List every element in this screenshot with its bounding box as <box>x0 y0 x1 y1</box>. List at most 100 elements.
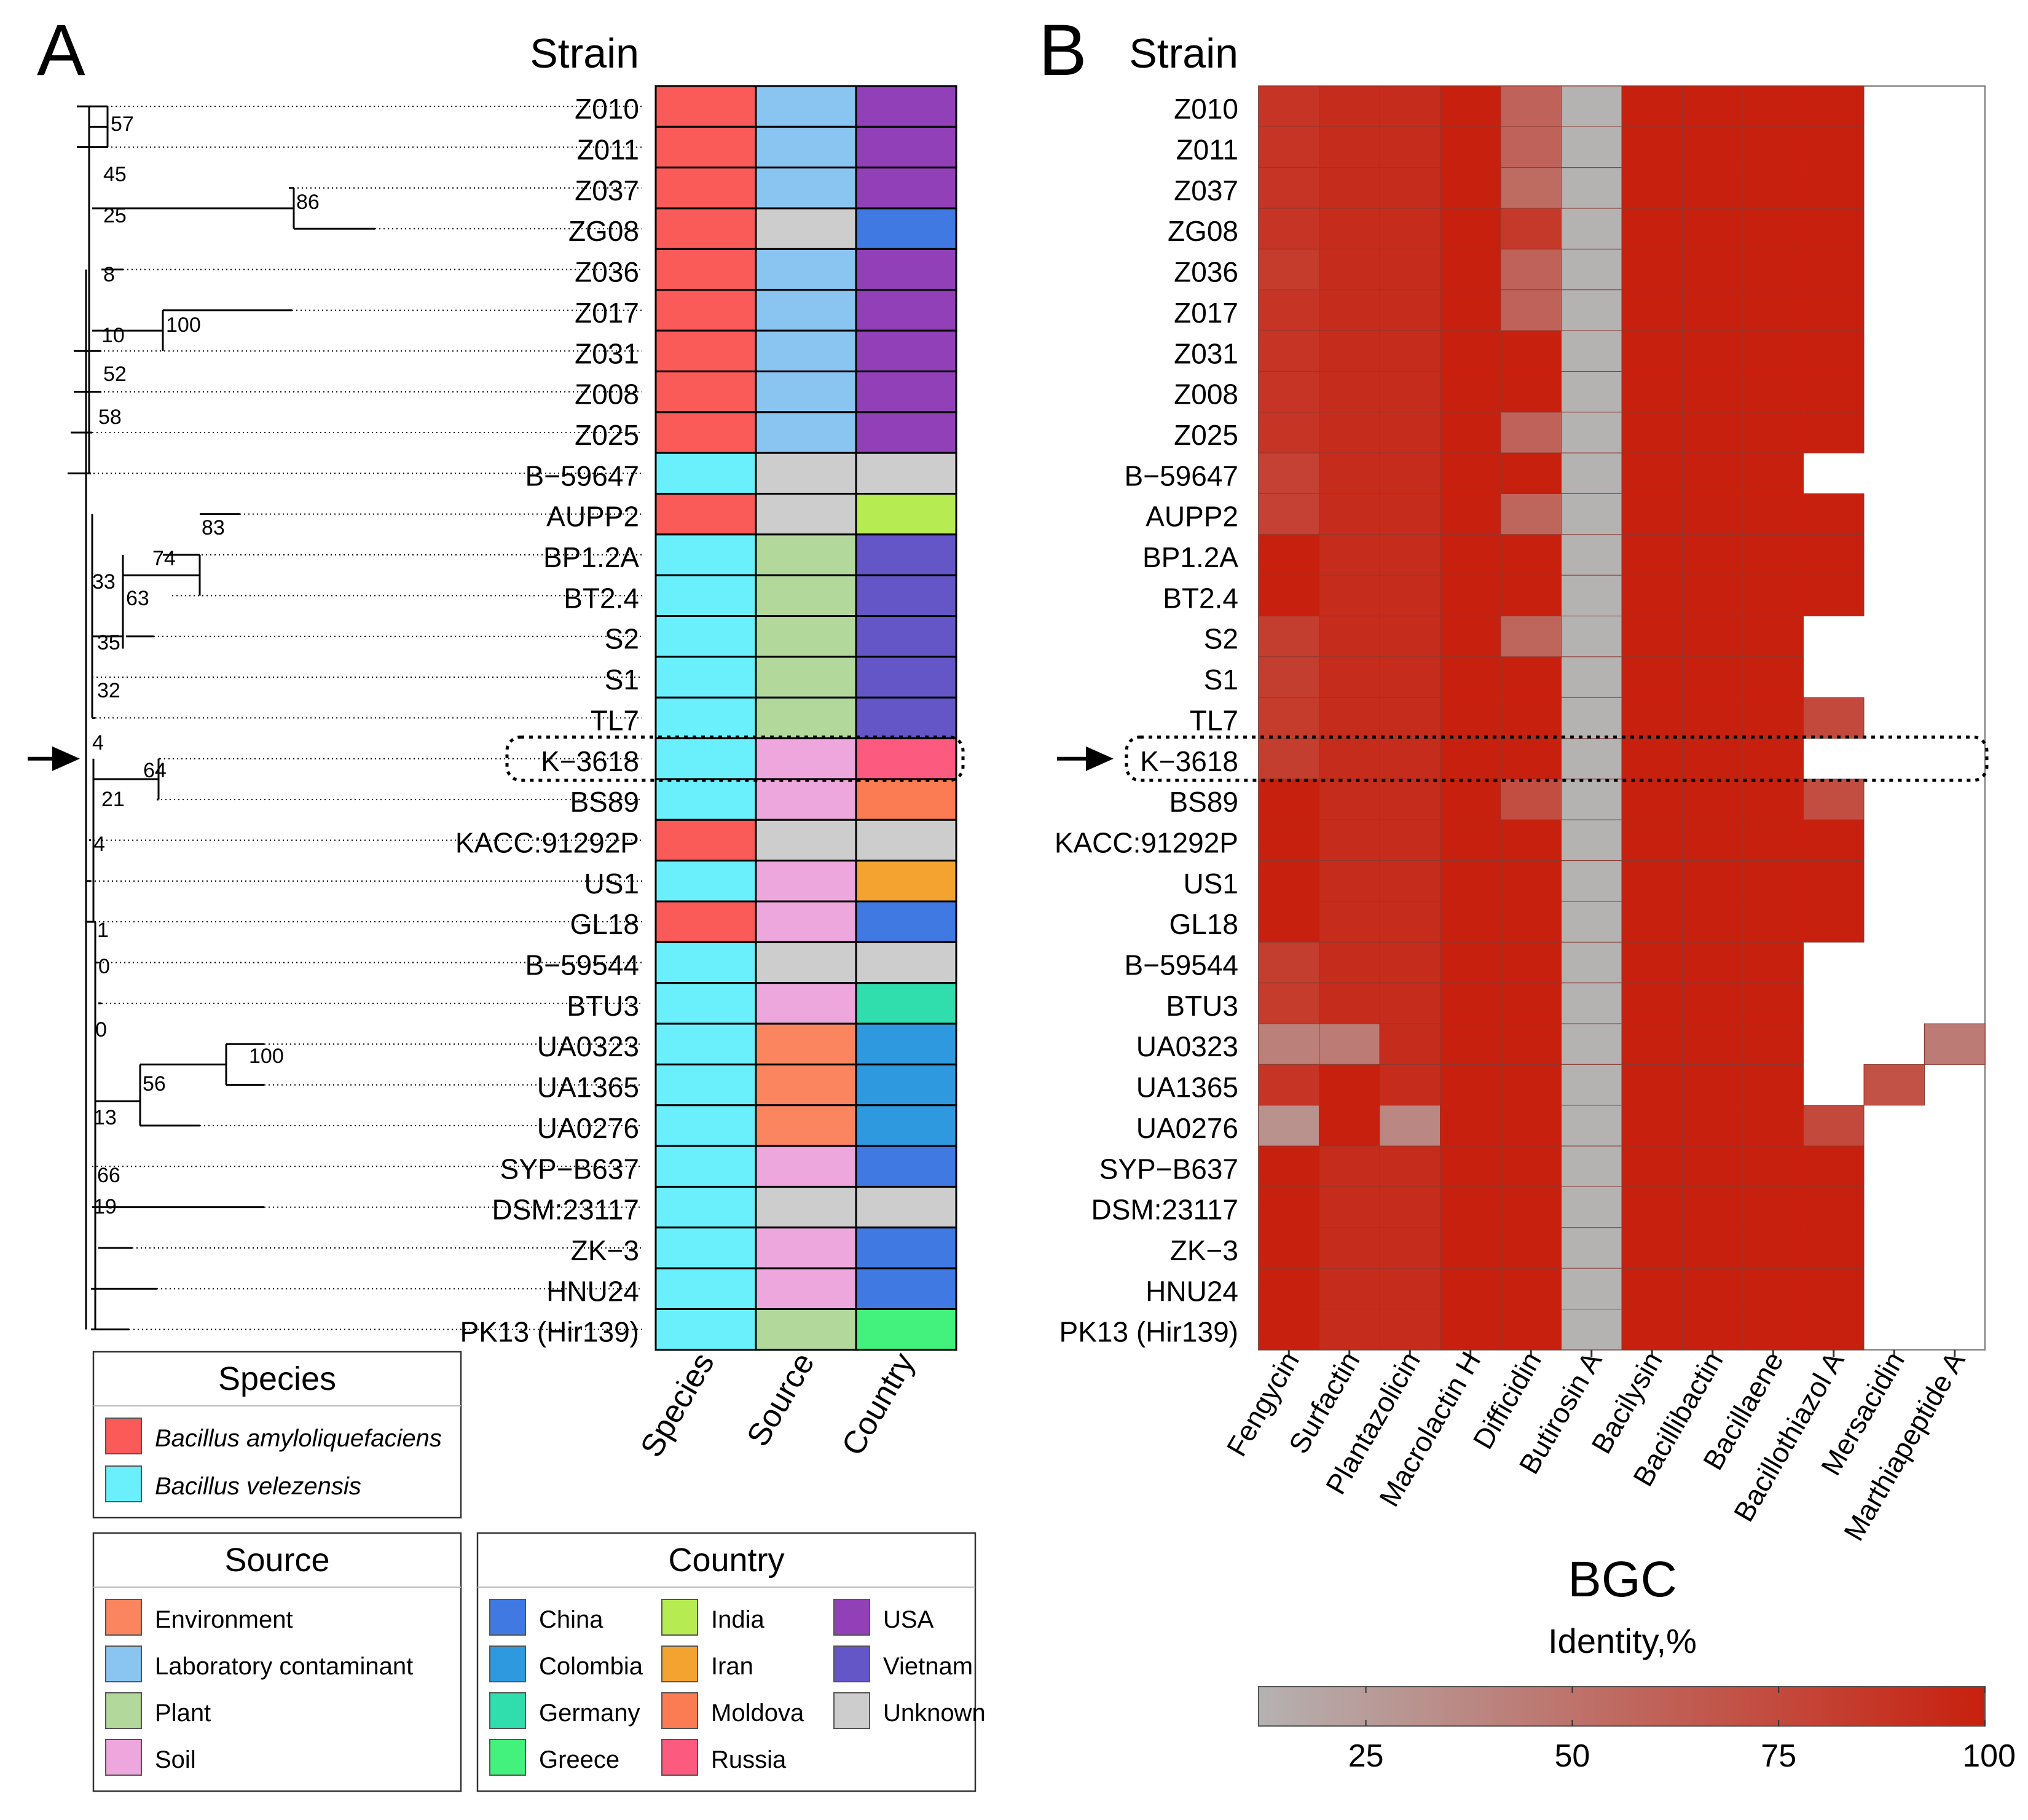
heatmap-cell <box>1561 126 1622 168</box>
heatmap-cell <box>1621 656 1683 698</box>
heatmap-cell <box>1803 575 1865 617</box>
panel-a-strain-header: Strain <box>530 30 639 77</box>
metadata-cell-country <box>855 1185 957 1229</box>
metadata-cell-species <box>654 370 757 414</box>
strain-label: S1 <box>605 664 639 696</box>
heatmap-cell <box>1319 1105 1380 1147</box>
heatmap-cell <box>1440 738 1501 780</box>
heatmap-cell <box>1500 1186 1562 1228</box>
strain-label: ZG08 <box>568 215 639 247</box>
heatmap-cell <box>1258 1186 1319 1228</box>
metadata-column-label: Species <box>634 1347 721 1463</box>
metadata-cell-country <box>855 1226 957 1269</box>
metadata-cell-species <box>654 737 757 780</box>
heatmap-cell <box>1561 819 1622 861</box>
heatmap-cell <box>1803 697 1865 739</box>
heatmap-cell <box>1621 575 1683 617</box>
metadata-grid <box>654 85 957 1351</box>
metadata-cell-country <box>855 696 957 740</box>
heatmap-cell <box>1500 452 1562 495</box>
heatmap-cell <box>1258 901 1319 943</box>
metadata-cell-country <box>855 207 957 250</box>
heatmap-row-label: HNU24 <box>1146 1275 1238 1307</box>
bootstrap-label: 1 <box>97 919 109 942</box>
colorbar-tick-label: 50 <box>1554 1738 1590 1774</box>
heatmap-cell <box>1803 1309 1865 1351</box>
panel-a-label: A <box>37 10 85 91</box>
heatmap-cell <box>1561 208 1622 249</box>
heatmap-row-label: Z011 <box>1176 134 1238 166</box>
heatmap-cell <box>1500 738 1562 780</box>
bootstrap-label: 0 <box>98 955 110 978</box>
heatmap-cell <box>1621 738 1683 780</box>
heatmap-cell <box>1561 452 1622 495</box>
strain-label: ZK−3 <box>571 1234 639 1266</box>
heatmap-cell <box>1379 575 1440 617</box>
heatmap-cell <box>1440 616 1501 657</box>
heatmap-cell <box>1682 1023 1743 1065</box>
heatmap-cell <box>1803 779 1865 820</box>
heatmap-cell <box>1682 819 1743 861</box>
heatmap-cell <box>1379 901 1440 943</box>
heatmap-cell <box>1742 208 1804 249</box>
strain-label: AUPP2 <box>546 501 639 533</box>
heatmap-cell <box>1621 1064 1683 1106</box>
heatmap-row-label: BS89 <box>1169 786 1238 818</box>
metadata-cell-source <box>755 125 857 169</box>
heatmap-cell <box>1561 941 1622 984</box>
heatmap-cell <box>1561 493 1622 535</box>
strain-label: BP1.2A <box>543 541 639 573</box>
heatmap-cell <box>1803 126 1865 168</box>
heatmap-cell <box>1500 208 1562 249</box>
legend-item-label: Plant <box>155 1700 211 1727</box>
strain-label: Z008 <box>575 379 639 410</box>
heatmap-cell <box>1561 1309 1622 1351</box>
metadata-cell-species <box>654 941 757 984</box>
metadata-cell-species <box>654 1104 757 1147</box>
legend-swatch <box>489 1645 526 1682</box>
metadata-cell-source <box>755 696 857 740</box>
heatmap-cell <box>1742 289 1804 331</box>
strain-label: US1 <box>584 868 639 900</box>
heatmap-cell <box>1440 412 1501 453</box>
heatmap-row-label: UA1365 <box>1136 1072 1238 1104</box>
bgc-column-labels: FengycinSurfactinPlantazolicinMacrolacti… <box>1220 1346 1971 1546</box>
heatmap-cell <box>1500 819 1562 861</box>
heatmap-cell <box>1621 452 1683 495</box>
heatmap-cell <box>1258 330 1319 372</box>
heatmap-row-label: Z008 <box>1174 379 1238 410</box>
metadata-cell-country <box>855 656 957 699</box>
heatmap-cell <box>1258 126 1319 168</box>
metadata-cell-source <box>755 737 857 780</box>
strain-label: Z025 <box>575 419 639 451</box>
metadata-cell-source <box>755 329 857 372</box>
heatmap-cell <box>1319 901 1380 943</box>
strain-label: Z010 <box>575 93 639 125</box>
metadata-cell-country <box>855 125 957 169</box>
bootstrap-label: 100 <box>166 313 201 337</box>
bootstrap-label: 33 <box>92 570 116 594</box>
colorbar-tick-label: 75 <box>1761 1738 1796 1774</box>
highlight-arrow-a-head <box>52 746 80 771</box>
metadata-cell-source <box>755 900 857 943</box>
heatmap-cell <box>1379 85 1440 127</box>
heatmap-row-label: Z036 <box>1174 256 1238 288</box>
heatmap-row-label: GL18 <box>1169 908 1238 940</box>
bootstrap-label: 19 <box>93 1195 117 1218</box>
heatmap-cell <box>1319 819 1380 861</box>
metadata-cell-species <box>654 167 757 210</box>
heatmap-cell <box>1621 126 1683 168</box>
bootstrap-label: 45 <box>103 163 127 186</box>
heatmap-cell <box>1561 697 1622 739</box>
heatmap-cell <box>1379 289 1440 331</box>
heatmap-cell <box>1440 1145 1501 1187</box>
heatmap-cell <box>1742 738 1804 780</box>
heatmap-cell <box>1379 738 1440 780</box>
legend-swatch <box>105 1645 142 1682</box>
bootstrap-label: 64 <box>143 759 167 782</box>
heatmap-cell <box>1440 819 1501 861</box>
legend-title-country: Country <box>668 1542 784 1579</box>
heatmap-cell <box>1803 1105 1865 1147</box>
heatmap-cell <box>1440 289 1501 331</box>
heatmap-cell <box>1440 860 1501 902</box>
